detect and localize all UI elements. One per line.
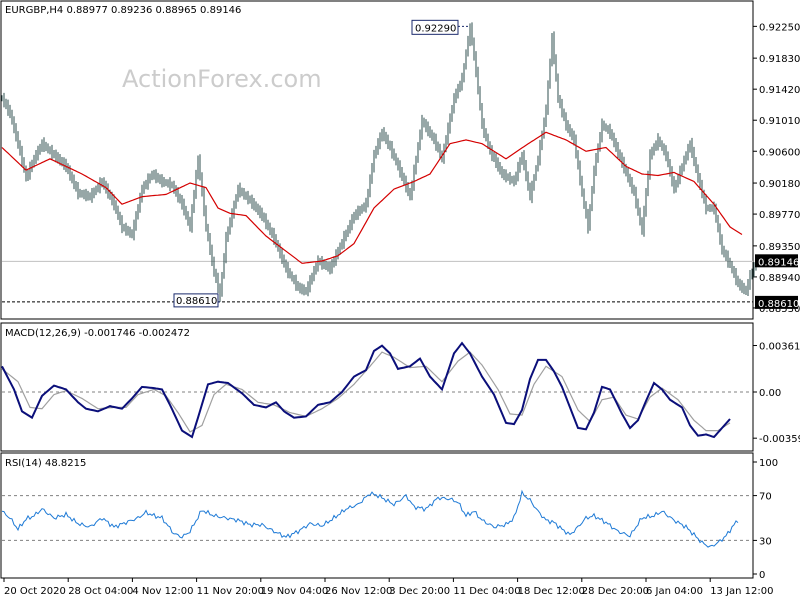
price-y-tick-label: 0.90180 xyxy=(759,179,800,190)
high-callout: 0.92290 xyxy=(411,19,470,35)
low-callout-label: 0.88610 xyxy=(176,296,217,307)
macd-y-tick-label: 0.00 xyxy=(759,388,781,399)
low-price-badge-label: 0.88610 xyxy=(758,299,799,310)
price-y-tick-label: 0.90600 xyxy=(759,147,800,158)
current-price-badge-label: 0.89146 xyxy=(758,257,799,268)
rsi-y-axis: 100 70 30 0 xyxy=(753,458,778,581)
current-price-badge-box xyxy=(755,254,798,268)
high-callout-box xyxy=(411,19,459,35)
time-tick-label: 19 Nov 04:00 xyxy=(261,586,328,597)
watermark-text: ActionForex.com xyxy=(122,65,322,93)
time-axis: 20 Oct 2020 28 Oct 04:004 Nov 12:00 11 Nov… xyxy=(3,578,774,597)
rsi-y-tick-label: 100 xyxy=(759,458,778,469)
time-tick-label: 11 Nov 20:00 xyxy=(197,586,264,597)
moving-average-line xyxy=(1,131,743,264)
price-y-tick-label: 0.91830 xyxy=(759,54,800,65)
price-panel-header: EURGBP,H4 0.88977 0.89236 0.88965 0.8914… xyxy=(5,5,241,16)
macd-panel-header: MACD(12,26,9) -0.001746 -0.002472 xyxy=(5,328,190,339)
low-callout: 0.88610 xyxy=(173,293,220,308)
time-tick-label: 4 Nov 12:00 xyxy=(132,586,193,597)
price-y-tick-label: 0.92250 xyxy=(759,22,800,33)
low-price-badge-box xyxy=(755,295,798,309)
price-y-tick-label: 0.89770 xyxy=(759,210,800,221)
time-tick-label: 11 Dec 04:00 xyxy=(453,586,520,597)
price-y-tick-label: 0.91420 xyxy=(759,85,800,96)
time-tick-label: 28 Dec 20:00 xyxy=(582,586,649,597)
macd-y-tick-label: 0.003615 xyxy=(759,342,800,353)
low-callout-box xyxy=(173,293,219,308)
price-y-tick-label: 0.89350 xyxy=(759,242,800,253)
time-tick-label: 3 Dec 20:00 xyxy=(389,586,450,597)
time-tick-label: 28 Oct 04:00 xyxy=(68,586,133,597)
current-price-badge: 0.89146 xyxy=(755,254,799,268)
time-tick-label: 6 Jan 04:00 xyxy=(646,586,703,597)
rsi-panel-header: RSI(14) 48.8215 xyxy=(5,458,86,469)
time-tick-label: 13 Jan 12:00 xyxy=(710,586,773,597)
rsi-panel-frame xyxy=(0,452,754,579)
price-candles xyxy=(1,22,757,302)
price-y-tick-label: 0.88530 xyxy=(759,304,800,315)
macd-main-line xyxy=(1,341,731,439)
rsi-y-tick-label: 30 xyxy=(759,536,772,547)
price-panel-frame xyxy=(0,0,754,320)
time-tick-label: 20 Oct 2020 xyxy=(4,586,66,597)
high-callout-label: 0.92290 xyxy=(415,23,456,34)
macd-y-axis: 0.003615 0.00 -0.003592 xyxy=(753,342,800,445)
macd-y-tick-label: -0.003592 xyxy=(759,434,800,445)
rsi-line xyxy=(1,489,739,548)
price-y-tick-label: 0.91010 xyxy=(759,116,800,127)
macd-panel-frame xyxy=(0,322,754,452)
rsi-y-tick-label: 0 xyxy=(759,570,765,581)
time-tick-label: 26 Nov 12:00 xyxy=(325,586,392,597)
price-y-tick-label: 0.88940 xyxy=(759,273,800,284)
rsi-y-tick-label: 70 xyxy=(759,492,772,503)
low-price-badge: 0.88610 xyxy=(755,295,799,310)
time-tick-label: 18 Dec 12:00 xyxy=(518,586,585,597)
price-y-axis: 0.92250 0.91830 0.91420 0.91010 0.90600 0.901… xyxy=(753,22,800,315)
